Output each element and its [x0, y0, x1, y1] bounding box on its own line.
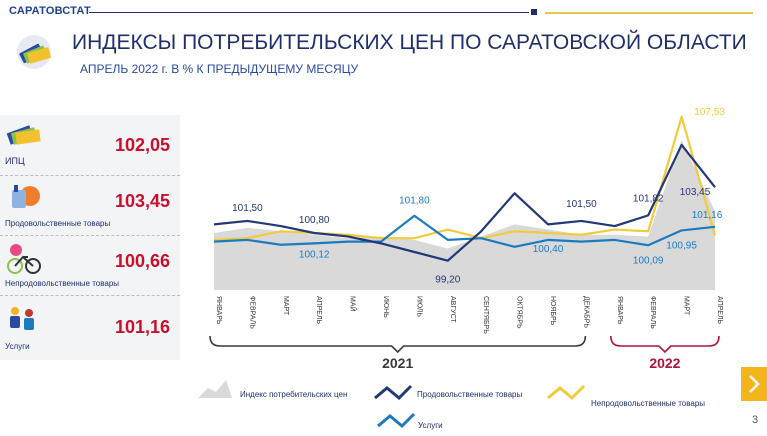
- legend-label-food: Продовольственные товары: [417, 390, 522, 399]
- month-tick-label: ИЮНЬ: [382, 296, 389, 318]
- data-label: 101,82: [633, 193, 664, 204]
- data-label: 100,40: [533, 244, 564, 255]
- brand-name: САРАТОВСТАТ: [9, 5, 91, 17]
- banknotes-icon: [4, 117, 44, 155]
- data-label: 100,95: [666, 240, 697, 251]
- summary-card-nonfood: Непродовольственные товары 100,66: [0, 239, 180, 295]
- data-label: 99,20: [435, 275, 460, 286]
- legend-marker-nonfood: [547, 384, 586, 401]
- header-line: [89, 12, 529, 13]
- year-label: 2022: [649, 355, 680, 371]
- legend-marker-services: [377, 412, 416, 429]
- month-tick-label: ФЕВРАЛЬ: [649, 296, 656, 329]
- summary-value-services: 101,16: [114, 317, 170, 337]
- nonfood-line: [213, 115, 717, 242]
- month-tick-label: АПРЕЛЬ: [716, 296, 723, 325]
- summary-value-nonfood: 100,66: [114, 251, 170, 271]
- summary-value-food: 103,45: [114, 191, 170, 211]
- data-label: 101,80: [399, 196, 430, 207]
- month-tick-label: АПРЕЛЬ: [315, 296, 322, 325]
- month-tick-label: МАРТ: [683, 296, 690, 316]
- grocery-bag-icon: [4, 179, 44, 217]
- summary-value-cpi: 102,05: [114, 135, 170, 155]
- month-tick-label: ДЕКАБРЬ: [582, 296, 589, 328]
- cpi-area: [214, 139, 715, 290]
- month-tick-label: ОКТЯБРЬ: [516, 296, 523, 329]
- next-slide-button[interactable]: [741, 367, 767, 401]
- year-label: 2021: [382, 355, 413, 371]
- people-service-icon: [4, 301, 44, 339]
- month-tick-label: МАРТ: [282, 296, 289, 316]
- chevron-right-icon: [749, 375, 760, 393]
- legend-label-services: Услуги: [418, 421, 443, 430]
- page-subtitle: АПРЕЛЬ 2022 г. В % К ПРЕДЫДУЩЕМУ МЕСЯЦУ: [80, 62, 359, 76]
- data-label: 100,09: [633, 255, 664, 266]
- month-tick-label: ЯНВАРЬ: [215, 296, 222, 325]
- month-tick-label: ЯНВАРЬ: [616, 296, 623, 325]
- month-tick-label: ФЕВРАЛЬ: [248, 296, 255, 329]
- legend-marker-food: [374, 384, 413, 401]
- data-label: 100,12: [299, 249, 330, 260]
- header-dot: [531, 9, 537, 15]
- data-label: 107,53: [694, 107, 725, 118]
- data-label: 103,45: [680, 187, 711, 198]
- summary-label-nonfood: Непродовольственные товары: [5, 279, 120, 288]
- data-label: 101,50: [232, 203, 263, 214]
- data-label: 101,16: [692, 210, 723, 221]
- bicycle-icon: [4, 239, 44, 277]
- data-label: 101,50: [566, 199, 597, 210]
- year-bracket: [610, 335, 720, 354]
- summary-panel: ИПЦ 102,05 Продовольственные товары 103,…: [0, 115, 180, 360]
- summary-label-services: Услуги: [5, 342, 30, 351]
- money-icon: [14, 30, 62, 70]
- legend-label-cpi: Индекс потребительских цен: [240, 390, 347, 399]
- divider: [0, 295, 180, 296]
- page-number: 3: [752, 414, 759, 426]
- summary-label-food: Продовольственные товары: [5, 219, 111, 228]
- month-tick-label: НОЯБРЬ: [549, 296, 556, 326]
- page-title: ИНДЕКСЫ ПОТРЕБИТЕЛЬСКИХ ЦЕН ПО САРАТОВСК…: [72, 31, 747, 54]
- header-accent-line: [545, 12, 753, 14]
- summary-card-services: Услуги 101,16: [0, 301, 180, 357]
- month-tick-label: МАЙ: [349, 296, 358, 312]
- month-tick-label: ИЮЛЬ: [415, 296, 422, 317]
- summary-label-cpi: ИПЦ: [5, 156, 25, 166]
- divider: [0, 175, 180, 176]
- summary-card-food: Продовольственные товары 103,45: [0, 179, 180, 235]
- month-tick-label: АВГУСТ: [449, 296, 456, 323]
- summary-card-cpi: ИПЦ 102,05: [0, 117, 180, 172]
- month-tick-label: СЕНТЯБРЬ: [482, 296, 489, 334]
- divider: [0, 235, 180, 236]
- legend-label-nonfood: Непродовольственные товары: [591, 399, 705, 408]
- services-line: [213, 214, 716, 248]
- food-line: [213, 143, 716, 262]
- legend-marker-cpi: [198, 380, 232, 398]
- data-label: 100,80: [299, 215, 330, 226]
- year-bracket: [209, 335, 587, 354]
